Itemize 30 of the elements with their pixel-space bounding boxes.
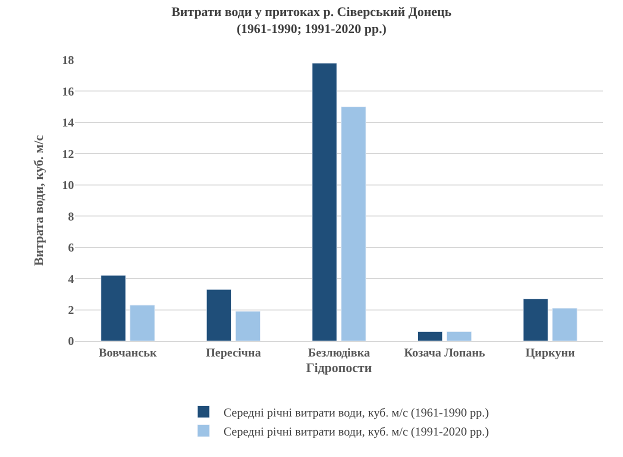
y-tick-label: 12: [62, 146, 74, 161]
y-axis-title: Витрата води, куб. м/с: [30, 134, 46, 266]
y-tick-label: 10: [62, 178, 74, 192]
chart-title: Витрати води у притоках р. Сіверський Донець (1961-1990; 1991-2020 рр.): [171, 4, 452, 36]
x-tick-label: Вовчанськ: [98, 345, 157, 360]
bar: [446, 331, 472, 341]
x-tick-label: Пересічна: [206, 345, 261, 360]
bar: [206, 289, 232, 341]
x-axis-title: Гідропости: [306, 360, 372, 375]
y-tick-label: 16: [62, 84, 74, 98]
bar: [235, 311, 261, 341]
x-tick-label: Козача Лопань: [404, 345, 486, 360]
legend-label: Середні річні витрати води, куб. м/с (1991-2020 рр.): [224, 424, 489, 438]
bar: [312, 62, 338, 341]
x-tick-label: Циркуни: [525, 345, 576, 360]
bar: [100, 275, 126, 341]
y-tick-label: 18: [62, 53, 74, 68]
bar: [130, 304, 155, 341]
bar: [340, 106, 366, 341]
y-tick-label: 4: [68, 272, 74, 286]
x-tick-label: Безлюдівка: [308, 345, 370, 360]
bar: [523, 298, 548, 341]
y-tick-label: 6: [68, 240, 74, 255]
y-tick-label: 14: [62, 116, 74, 130]
y-tick-label: 0: [68, 334, 74, 348]
y-tick-label: 2: [68, 302, 74, 317]
bar: [417, 331, 443, 341]
y-tick-label: 8: [68, 209, 74, 224]
legend-label: Середні річні витрати води, куб. м/с (1961-1990 рр.): [224, 405, 489, 420]
bar: [552, 308, 578, 341]
